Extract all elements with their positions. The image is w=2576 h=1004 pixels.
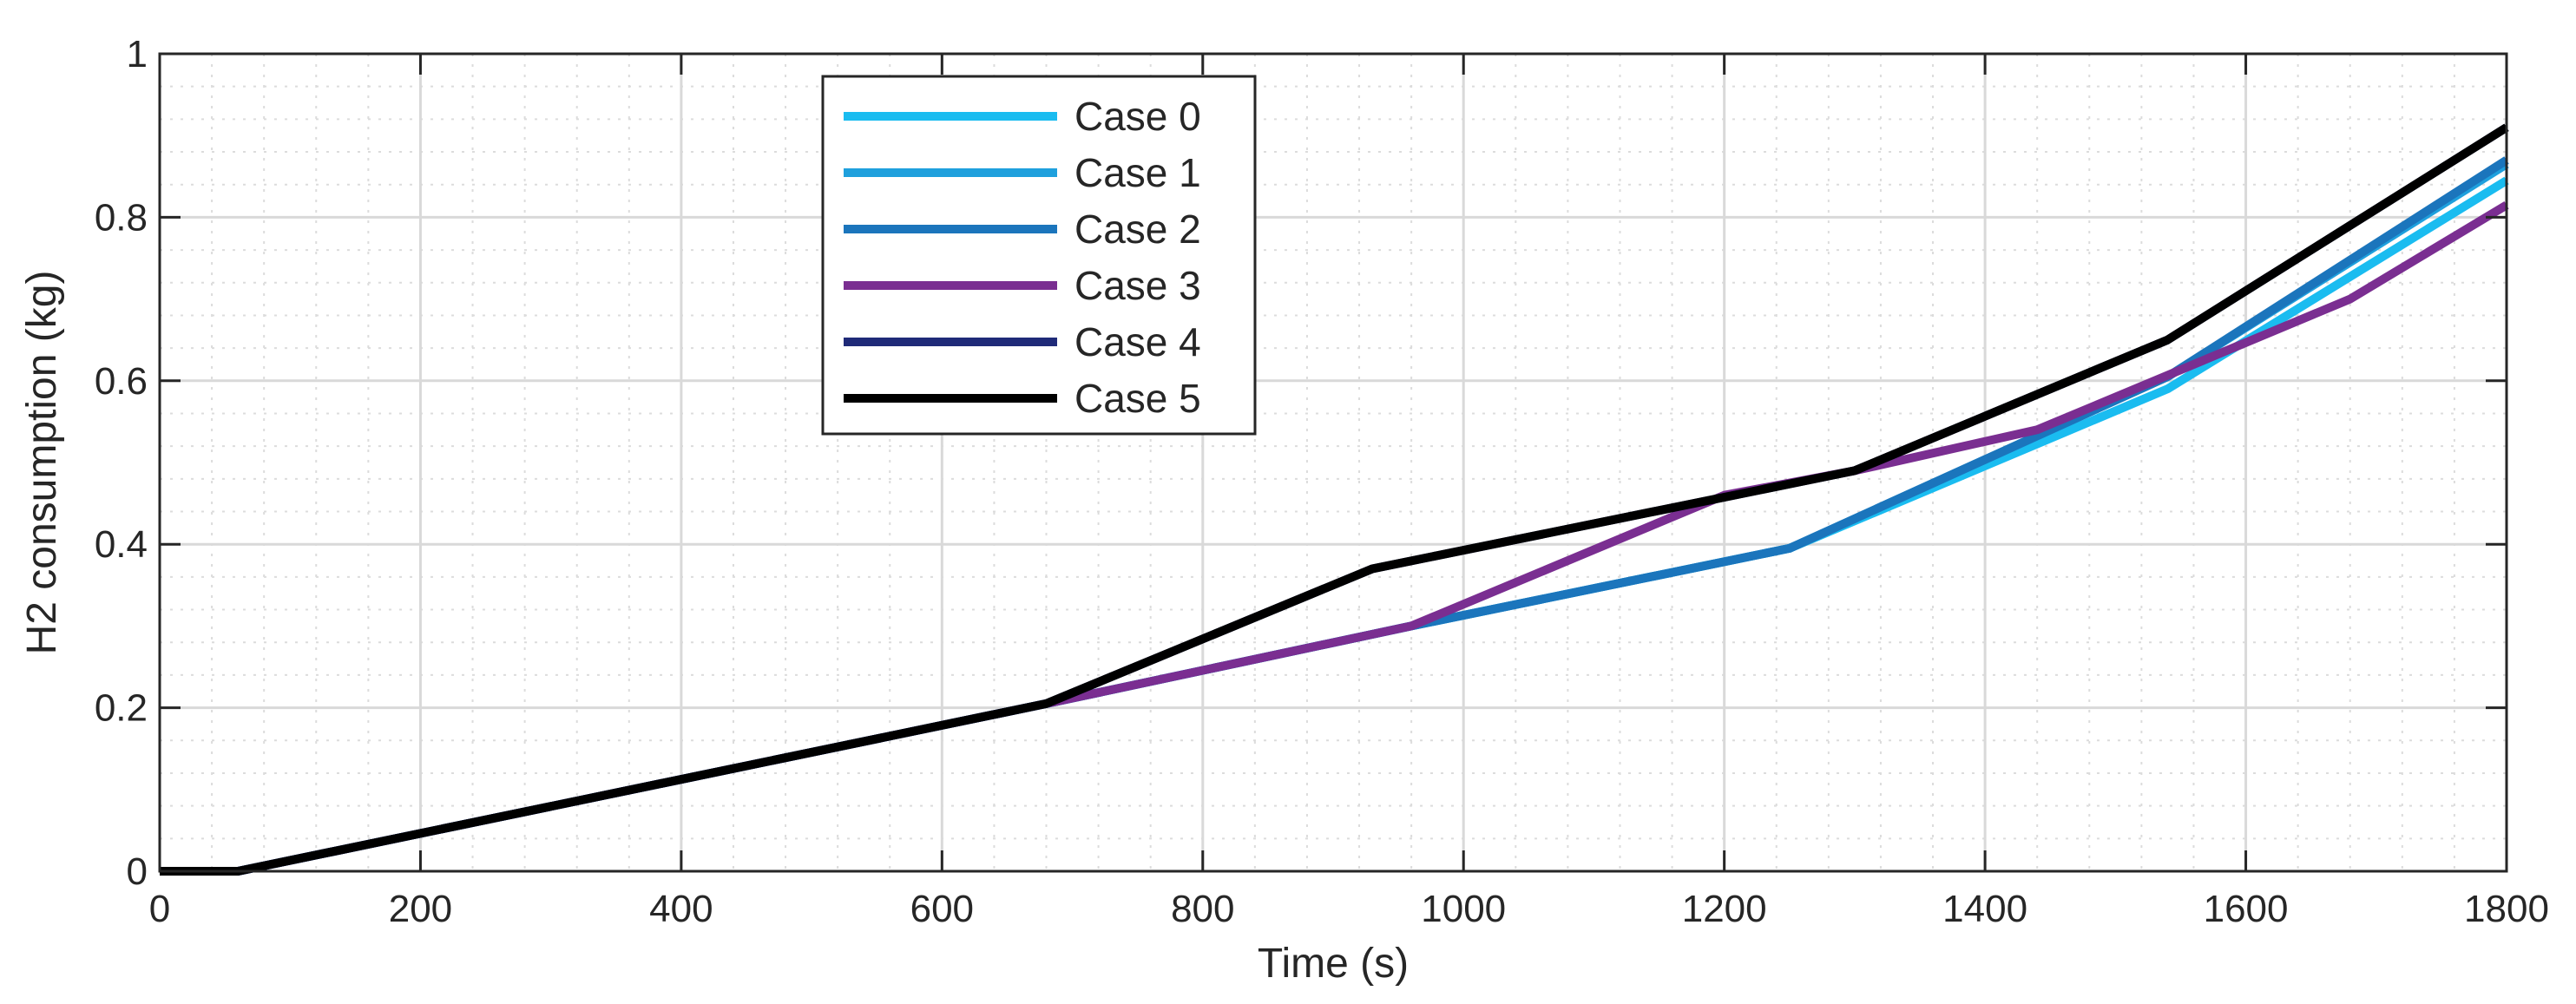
legend-label-case-1: Case 1 (1074, 150, 1201, 195)
plot-area-background (160, 54, 2507, 871)
legend-label-case-4: Case 4 (1074, 319, 1201, 364)
x-axis-label: Time (s) (1258, 941, 1409, 987)
x-tick-label: 1800 (2464, 888, 2549, 930)
x-tick-label: 600 (910, 888, 974, 930)
legend-box (821, 75, 1257, 436)
x-tick-label: 0 (149, 888, 170, 930)
legend-label-case-5: Case 5 (1074, 376, 1201, 421)
x-tick-label: 1600 (2204, 888, 2289, 930)
plot-area-border (158, 52, 2508, 873)
axis-ticks (158, 52, 2508, 873)
legend: Case 0 Case 1 Case 2 Case 3 Case 4 Case 5 (821, 75, 1257, 436)
x-tick-label: 200 (389, 888, 452, 930)
y-tick-label: 0.6 (95, 360, 148, 403)
y-tick-label: 0.2 (95, 687, 148, 730)
x-tick-label: 1000 (1421, 888, 1506, 930)
y-tick-label: 0 (127, 850, 148, 893)
y-tick-label: 0.4 (95, 523, 148, 566)
legend-label-case-2: Case 2 (1074, 207, 1201, 252)
y-tick-labels: 0 0.2 0.4 0.6 0.8 1 (95, 33, 148, 893)
x-tick-label: 800 (1171, 888, 1234, 930)
x-tick-label: 1200 (1682, 888, 1767, 930)
x-tick-label: 1400 (1942, 888, 2027, 930)
y-axis-label: H2 consumption (kg) (19, 271, 65, 655)
legend-label-case-0: Case 0 (1074, 94, 1201, 139)
x-tick-label: 400 (649, 888, 713, 930)
y-tick-label: 0.8 (95, 196, 148, 239)
x-tick-labels: 0 200 400 600 800 1000 1200 1400 1600 1800 (149, 888, 2549, 930)
y-tick-label: 1 (127, 33, 148, 75)
legend-label-case-3: Case 3 (1074, 263, 1201, 308)
